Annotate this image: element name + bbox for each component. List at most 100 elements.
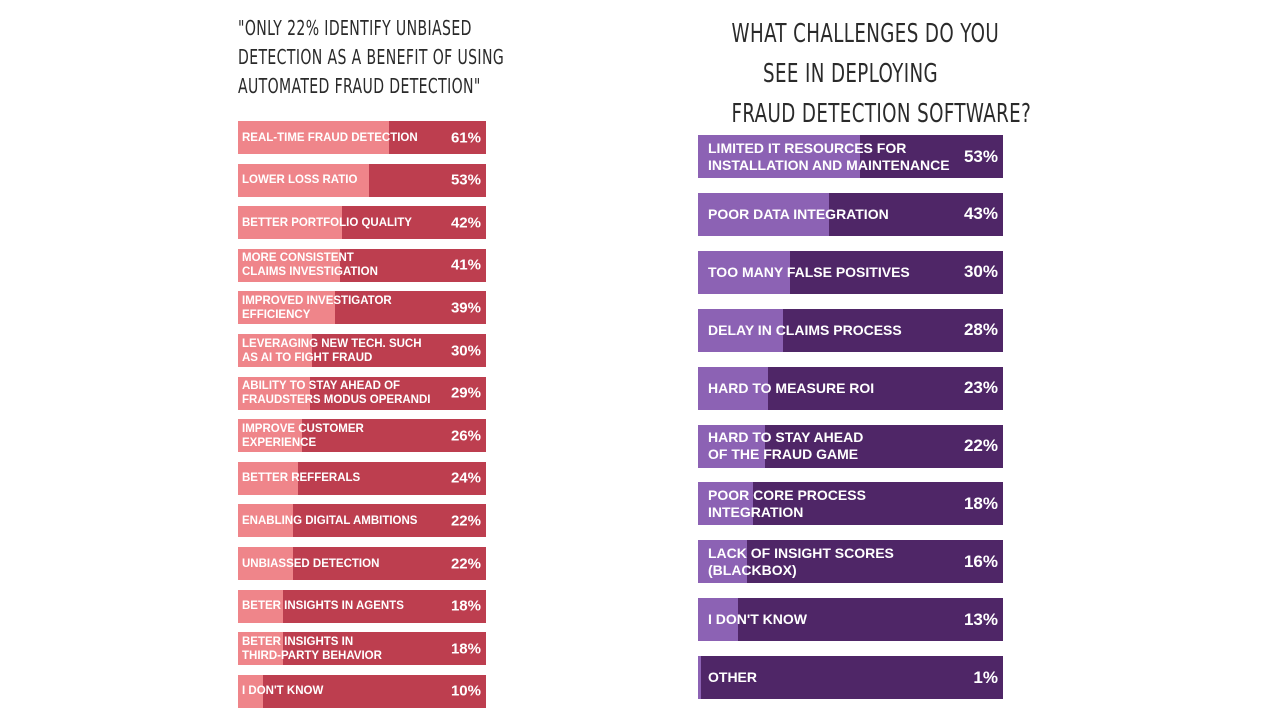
bar-label: Hard to stay ahead of the fraud game — [708, 429, 864, 462]
bar-fill — [238, 206, 343, 240]
bar-label: More consistent claims investigation — [242, 252, 378, 279]
bar-fill — [238, 121, 390, 154]
bar-value-label: 30% — [963, 262, 998, 282]
bar-value-label: 18% — [450, 640, 481, 658]
bar-fill — [698, 482, 753, 526]
bar-row: I don't know 10% — [238, 674, 486, 708]
bar-value-label: 28% — [963, 320, 998, 340]
benefits-chart: "Only 22% identify unbiased detection as … — [238, 0, 504, 720]
challenges-chart: What challenges do you see in deploying fr… — [698, 0, 1031, 720]
bar-value-label: 22% — [450, 555, 481, 572]
bar-fill — [698, 366, 769, 410]
bar-row: Other 1% — [698, 656, 1003, 700]
bar-row: Unbiassed detection 22% — [238, 547, 486, 580]
bar-fill — [238, 291, 335, 325]
bar-label: Hard to measure ROI — [708, 379, 875, 396]
bar-label: Other — [708, 669, 757, 686]
bar-label: Delay in claims process — [708, 321, 902, 338]
chart-title: What challenges do you see in deploying fr… — [732, 14, 1031, 134]
bar-fill — [698, 424, 766, 468]
bar-label: Unbiassed detection — [242, 557, 380, 570]
bar-label: Enabling digital ambitions — [242, 514, 418, 527]
bar-label: Too many false positives — [708, 263, 910, 280]
bar-fill — [698, 540, 747, 584]
bar-label: Poor data integration — [708, 205, 889, 222]
bar-fill — [238, 504, 293, 538]
bar-fill — [238, 419, 303, 453]
bar-label: Improved investigator efficiency — [242, 294, 392, 321]
bar-label: I don't know — [708, 611, 807, 628]
bar-fill — [698, 192, 830, 236]
bar-fill — [238, 334, 313, 367]
bar-fill — [238, 248, 340, 282]
bar-row: Real-time fraud detection 61% — [238, 121, 486, 154]
chart-title-line: "Only 22% identify unbiased — [238, 16, 472, 40]
bar-fill — [698, 656, 702, 700]
bar-row: Enabling digital ambitions 22% — [238, 504, 486, 538]
bar-fill — [698, 308, 784, 352]
bar-label: Lack of insight scores (blackbox) — [708, 544, 894, 578]
bar-label: Limited IT resources for installation an… — [708, 139, 950, 173]
chart-title-line: see in deploying — [762, 59, 939, 89]
bar-value-label: 18% — [450, 597, 481, 615]
bar-value-label: 53% — [963, 146, 998, 166]
chart-title: "Only 22% identify unbiased detection as … — [238, 14, 504, 101]
bar-row: Poor core process integration 18% — [698, 482, 1003, 526]
bar-value-label: 13% — [963, 609, 998, 629]
bar-value-label: 18% — [963, 493, 998, 513]
bar-fill — [238, 632, 283, 666]
bar-label: Better refferals — [242, 472, 361, 485]
bar-row: Leveraging new tech. such as AI to fight… — [238, 334, 486, 367]
bar-value-label: 22% — [963, 436, 998, 455]
bar-label: Real-time fraud detection — [242, 131, 418, 144]
bar-row: Lack of insight scores (blackbox) 16% — [698, 540, 1003, 584]
bar-row: Limited IT resources for installation an… — [698, 135, 1003, 178]
bar-label: Improve customer experience — [242, 422, 364, 449]
bar-value-label: 10% — [450, 682, 481, 700]
chart-title-line: detection as a benefit of using — [238, 45, 505, 69]
bar-fill — [698, 135, 860, 178]
bar-fill — [238, 163, 370, 197]
bar-row: Hard to measure ROI 23% — [698, 366, 1003, 410]
chart-title-line: fraud detection software? — [731, 99, 1032, 129]
bar-fill — [238, 376, 310, 410]
bar-row: Beter insights in agents 18% — [238, 589, 486, 623]
chart-title-line: What challenges do you — [731, 19, 1000, 49]
bar-label: I don't know — [242, 685, 324, 698]
bar-row: Poor data integration 43% — [698, 192, 1003, 236]
bar-label: Lower loss ratio — [242, 174, 358, 187]
bar-label: Better portfolio quality — [242, 216, 412, 229]
bar-value-label: 53% — [450, 171, 481, 189]
bar-label: Beter insights in third-party behavior — [242, 635, 382, 662]
bar-fill — [238, 461, 298, 495]
bar-value-label: 1% — [973, 667, 998, 687]
bar-row: Improved investigator efficiency 39% — [238, 291, 486, 325]
chart-title-line: automated fraud detection" — [238, 74, 481, 98]
bar-row: Delay in claims process 28% — [698, 308, 1003, 352]
bar-row: Hard to stay ahead of the fraud game 22% — [698, 424, 1003, 468]
bar-row: Too many false positives 30% — [698, 250, 1003, 294]
bar-label: Leveraging new tech. such as AI to fight… — [242, 337, 422, 364]
bar-value-label: 23% — [963, 378, 998, 398]
bar-value-label: 26% — [450, 427, 481, 445]
bar-value-label: 39% — [450, 299, 481, 317]
bar-fill — [238, 589, 283, 623]
bar-row: Better refferals 24% — [238, 461, 486, 495]
bar-row: Better portfolio quality 42% — [238, 206, 486, 240]
bar-value-label: 61% — [450, 129, 481, 146]
bar-value-label: 30% — [450, 342, 481, 359]
bar-label: Beter insights in agents — [242, 600, 404, 613]
bar-row: I don't know 13% — [698, 598, 1003, 642]
bar-fill — [698, 250, 790, 294]
bar-label: Ability to stay ahead of fraudsters modu… — [242, 380, 431, 407]
bar-value-label: 22% — [450, 512, 481, 530]
bar-fill — [238, 547, 293, 580]
bar-row: More consistent claims investigation 41% — [238, 248, 486, 282]
bar-row: Ability to stay ahead of fraudsters modu… — [238, 376, 486, 410]
bar-value-label: 41% — [450, 256, 481, 274]
bar-value-label: 42% — [450, 214, 481, 232]
bar-value-label: 43% — [963, 204, 998, 224]
bar-value-label: 24% — [450, 469, 481, 487]
bar-label: Poor core process integration — [708, 486, 866, 520]
bar-row: Improve customer experience 26% — [238, 419, 486, 453]
